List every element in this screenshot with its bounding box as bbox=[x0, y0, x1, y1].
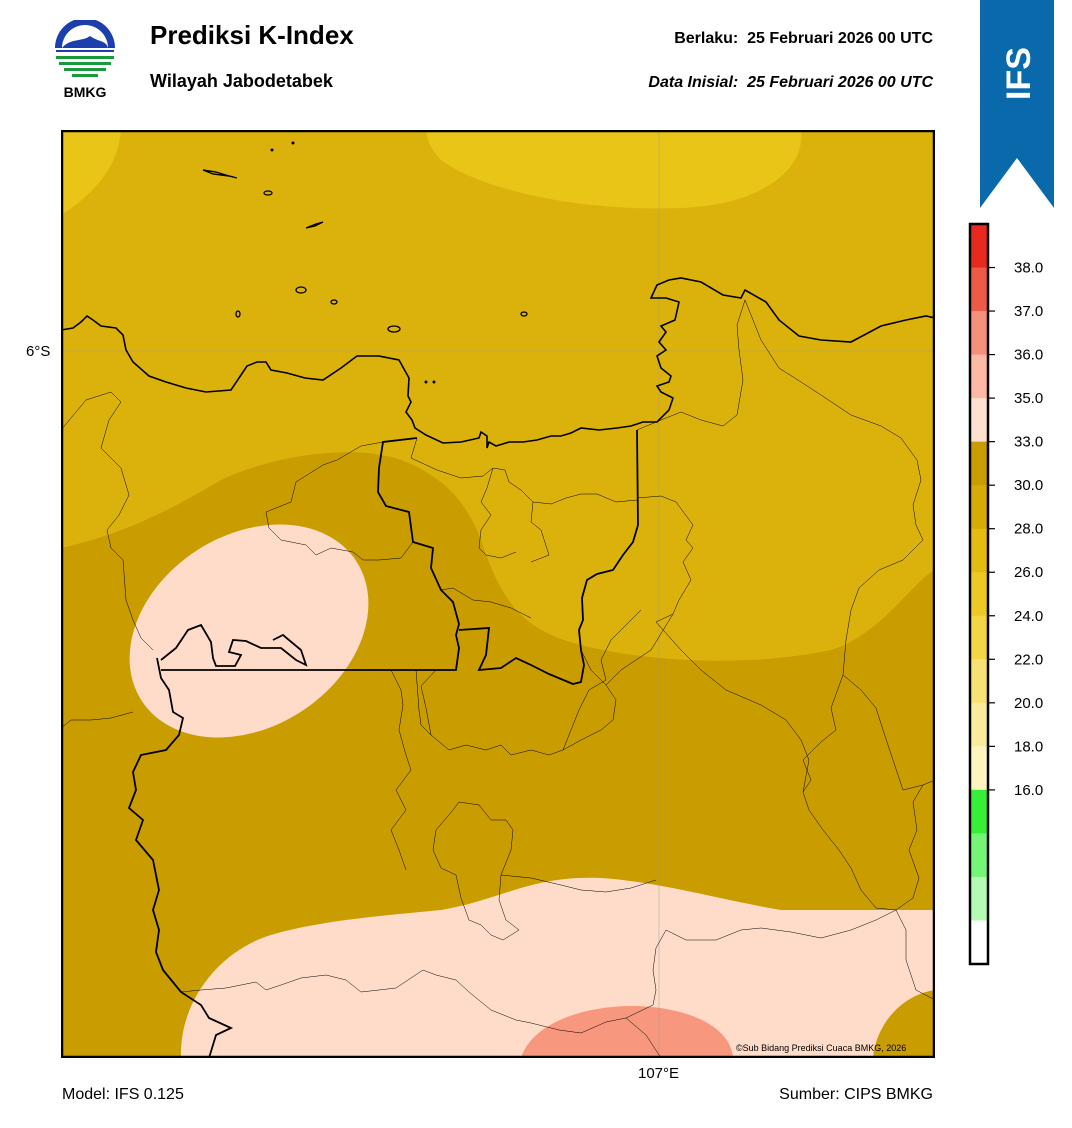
colorbar-tick-label: 26.0 bbox=[1014, 564, 1043, 581]
colorbar-swatch bbox=[970, 702, 988, 747]
logo-text: BMKG bbox=[63, 84, 107, 100]
colorbar-swatch bbox=[970, 441, 988, 486]
colorbar-tick-label: 33.0 bbox=[1014, 434, 1043, 451]
district-boundaries bbox=[61, 299, 935, 1058]
init-time: Data Inisial: 25 Februari 2026 00 UTC bbox=[648, 74, 933, 92]
colorbar-swatch bbox=[970, 311, 988, 356]
island bbox=[295, 286, 307, 294]
colorbar-swatch bbox=[970, 920, 988, 965]
field-dark-corner bbox=[873, 990, 935, 1058]
colorbar-swatch bbox=[970, 789, 988, 834]
colorbar-tick-label: 20.0 bbox=[1014, 695, 1043, 712]
map-subtitle: Wilayah Jabodetabek bbox=[150, 71, 333, 91]
island bbox=[432, 380, 436, 384]
colorbar-tick-label: 22.0 bbox=[1014, 651, 1043, 668]
colorbar-swatches bbox=[970, 224, 988, 965]
valid-label: Berlaku: bbox=[674, 30, 739, 47]
map-title: Prediksi K-Index bbox=[150, 20, 354, 50]
colorbar-swatch bbox=[970, 746, 988, 791]
lat-label: 6°S bbox=[26, 343, 51, 360]
island bbox=[202, 169, 238, 179]
colorbar-tick-label: 28.0 bbox=[1014, 521, 1043, 538]
province-boundary bbox=[161, 437, 460, 671]
colorbar-swatch bbox=[970, 572, 988, 617]
island bbox=[520, 311, 528, 317]
island bbox=[387, 325, 401, 333]
colorbar-tick-label: 38.0 bbox=[1014, 260, 1043, 277]
colorbar: 38.0 37.0 36.0 35.0 33.0 30.0 28.0 26.0 24.0 22.0… bbox=[968, 222, 1043, 966]
colorbar-tick-label: 30.0 bbox=[1014, 477, 1043, 494]
field-peach-south bbox=[180, 877, 935, 1058]
field-top-yellow bbox=[426, 130, 802, 209]
island bbox=[235, 310, 241, 318]
field-peach-west bbox=[129, 524, 369, 738]
colorbar-swatch bbox=[970, 615, 988, 660]
colorbar-swatch bbox=[970, 659, 988, 704]
valid-value: 25 Februari 2026 00 UTC bbox=[747, 30, 933, 47]
island bbox=[330, 299, 338, 305]
ribbon-text: IFS bbox=[1000, 47, 1038, 100]
island bbox=[263, 190, 273, 196]
colorbar-tick-label: 37.0 bbox=[1014, 303, 1043, 320]
valid-time: Berlaku: 25 Februari 2026 00 UTC bbox=[674, 30, 933, 48]
ifs-ribbon: IFS bbox=[980, 0, 1054, 208]
colorbar-swatch bbox=[970, 224, 988, 269]
map-credit: ©Sub Bidang Prediksi Cuaca BMKG, 2026 bbox=[736, 1043, 907, 1053]
island bbox=[291, 141, 295, 145]
island bbox=[424, 380, 428, 384]
k-index-map bbox=[61, 130, 935, 1058]
colorbar-tick-label: 18.0 bbox=[1014, 738, 1043, 755]
colorbar-swatch bbox=[970, 485, 988, 530]
province-boundary bbox=[160, 623, 308, 667]
init-value: 25 Februari 2026 00 UTC bbox=[747, 74, 933, 91]
island bbox=[305, 221, 324, 229]
field-topleft-yellow bbox=[61, 130, 121, 215]
ribbon-shape bbox=[980, 0, 1054, 208]
colorbar-tick-label: 35.0 bbox=[1014, 390, 1043, 407]
colorbar-tick-label: 16.0 bbox=[1014, 782, 1043, 799]
colorbar-swatch bbox=[970, 398, 988, 443]
colorbar-tick-label: 36.0 bbox=[1014, 347, 1043, 364]
colorbar-swatch bbox=[970, 833, 988, 878]
coastline bbox=[61, 277, 935, 449]
field-salmon bbox=[521, 1005, 733, 1058]
colorbar-swatch bbox=[970, 876, 988, 921]
lon-label: 107°E bbox=[638, 1065, 680, 1082]
colorbar-ticks: 38.0 37.0 36.0 35.0 33.0 30.0 28.0 26.0 24.0 22.0… bbox=[988, 260, 1043, 799]
colorbar-swatch bbox=[970, 528, 988, 573]
island bbox=[270, 148, 274, 152]
colorbar-tick-label: 24.0 bbox=[1014, 608, 1043, 625]
colorbar-frame bbox=[968, 222, 990, 966]
init-label: Data Inisial: bbox=[648, 74, 739, 91]
province-boundary bbox=[127, 657, 234, 1058]
bmkg-logo bbox=[55, 20, 115, 80]
model-label: Model: IFS 0.125 bbox=[62, 1086, 184, 1103]
province-boundary bbox=[458, 429, 639, 685]
colorbar-swatch bbox=[970, 354, 988, 399]
source-label: Sumber: CIPS BMKG bbox=[779, 1086, 933, 1103]
map-frame bbox=[61, 130, 935, 1058]
colorbar-swatch bbox=[970, 267, 988, 312]
